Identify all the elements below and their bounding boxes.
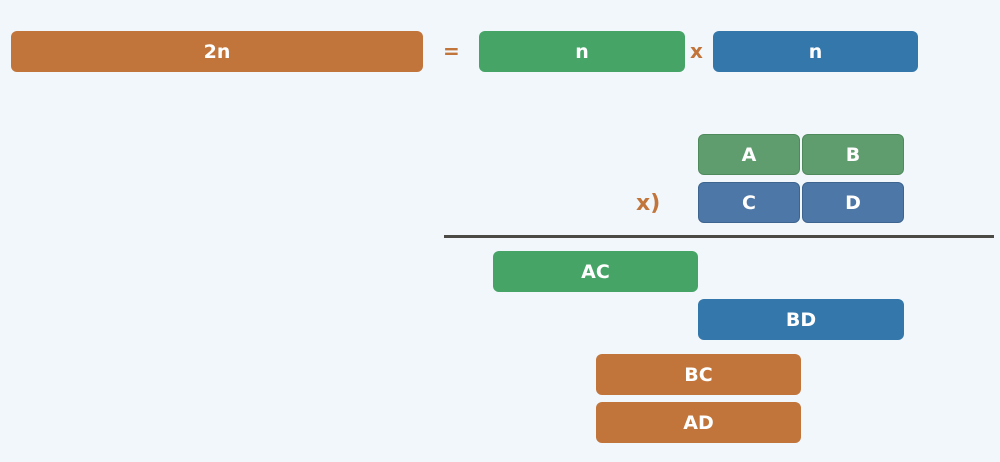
times-sign: x <box>690 39 703 63</box>
equals-sign: = <box>443 39 460 63</box>
half-c-block: C <box>698 182 800 223</box>
factor1-n-block: n <box>479 31 685 72</box>
factor2-n-block: n <box>713 31 918 72</box>
multiply-mark: x) <box>636 191 661 216</box>
lhs-2n-block: 2n <box>11 31 423 72</box>
half-a-block: A <box>698 134 800 175</box>
product-ad-block: AD <box>596 402 801 443</box>
product-ac-block: AC <box>493 251 698 292</box>
half-b-block: B <box>802 134 904 175</box>
product-bc-block: BC <box>596 354 801 395</box>
half-d-block: D <box>802 182 904 223</box>
sum-rule-line <box>444 235 994 238</box>
product-bd-block: BD <box>698 299 904 340</box>
